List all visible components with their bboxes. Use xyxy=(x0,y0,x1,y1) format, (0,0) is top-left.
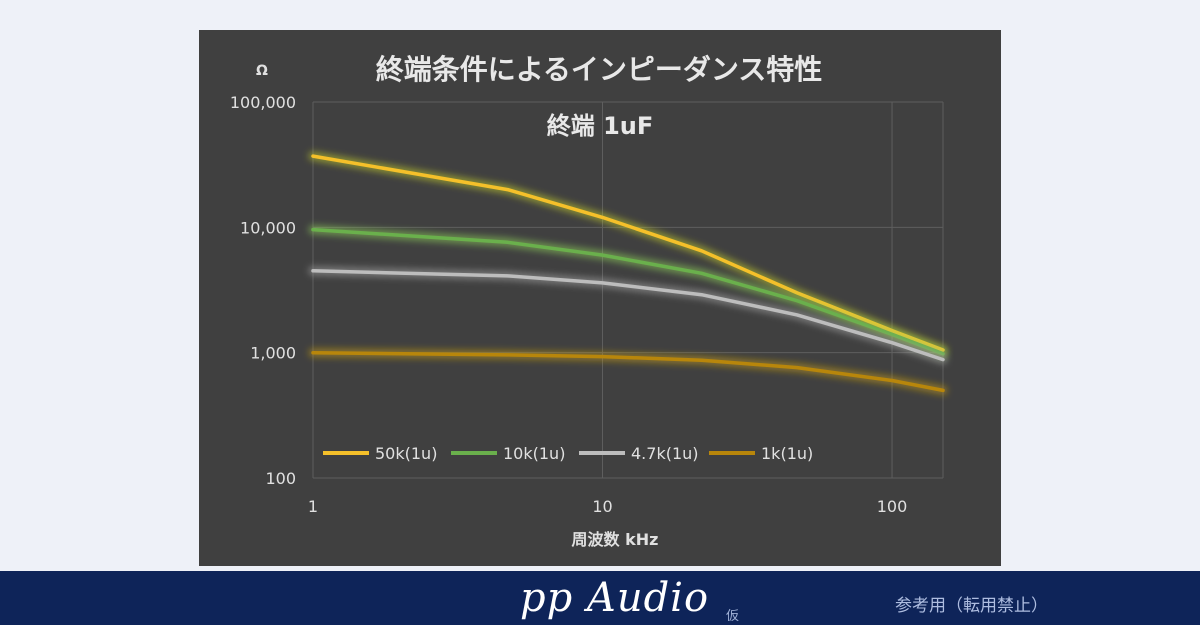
y-tick-label: 1,000 xyxy=(250,344,296,363)
chart-panel: 100 1,000 10,000 100,000 1 10 100 50k(1u) 10k(1… xyxy=(199,30,1001,566)
x-tick-label: 1 xyxy=(308,497,318,516)
x-axis-label: 周波数 kHz xyxy=(572,530,659,549)
brand-logo: pp Audio xyxy=(520,575,710,621)
chart-title: 終端条件によるインピーダンス特性 xyxy=(376,53,823,86)
series-glow-1 xyxy=(308,225,948,359)
footer-bar: pp Audio 仮 参考用（転用禁止） xyxy=(0,571,1200,625)
series-layer xyxy=(308,151,948,395)
legend: 50k(1u) 10k(1u) 4.7k(1u) 1k(1u) xyxy=(323,444,813,463)
usage-notice: 参考用（転用禁止） xyxy=(895,596,1048,616)
series-line-1 xyxy=(311,227,945,356)
x-tick-label: 10 xyxy=(592,497,612,516)
y-tick-label: 10,000 xyxy=(240,218,296,237)
chart-subtitle: 終端 1uF xyxy=(547,112,654,140)
x-tick-label: 100 xyxy=(877,497,908,516)
y-tick-label: 100 xyxy=(265,469,296,488)
legend-label: 10k(1u) xyxy=(503,444,565,463)
legend-label: 50k(1u) xyxy=(375,444,437,463)
series-line-2 xyxy=(311,269,945,362)
impedance-chart: 100 1,000 10,000 100,000 1 10 100 50k(1u) 10k(1… xyxy=(230,53,948,549)
legend-label: 4.7k(1u) xyxy=(631,444,699,463)
series-line-3 xyxy=(311,350,945,393)
tick-layer: 100 1,000 10,000 100,000 1 10 100 xyxy=(230,93,907,516)
y-axis-label: Ω xyxy=(256,63,268,79)
brand-mark: 仮 xyxy=(726,609,740,624)
y-tick-label: 100,000 xyxy=(230,93,296,112)
legend-label: 1k(1u) xyxy=(761,444,813,463)
